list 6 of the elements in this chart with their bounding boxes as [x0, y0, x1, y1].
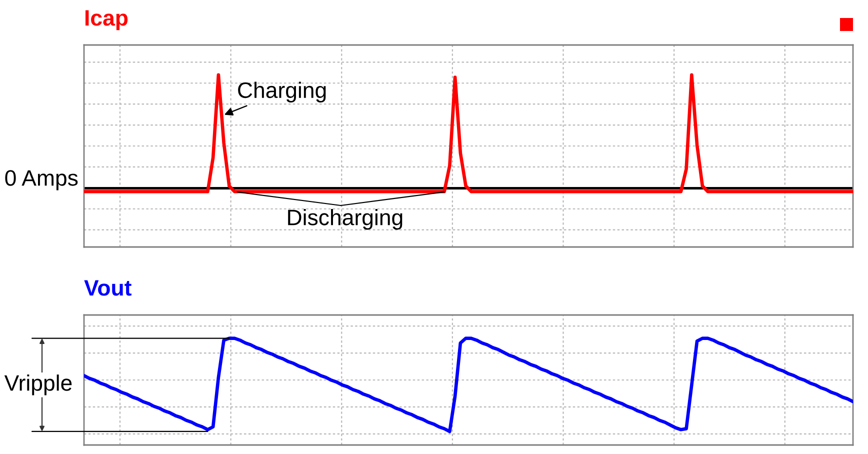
chart-title: Icap [85, 10, 128, 30]
ref-line-label: 0 Amps [5, 170, 78, 190]
annotation: Charging [238, 82, 326, 102]
text: Vripple [4, 374, 72, 396]
text: Discharging [288, 209, 402, 230]
chart-title: Vout [84, 280, 132, 296]
